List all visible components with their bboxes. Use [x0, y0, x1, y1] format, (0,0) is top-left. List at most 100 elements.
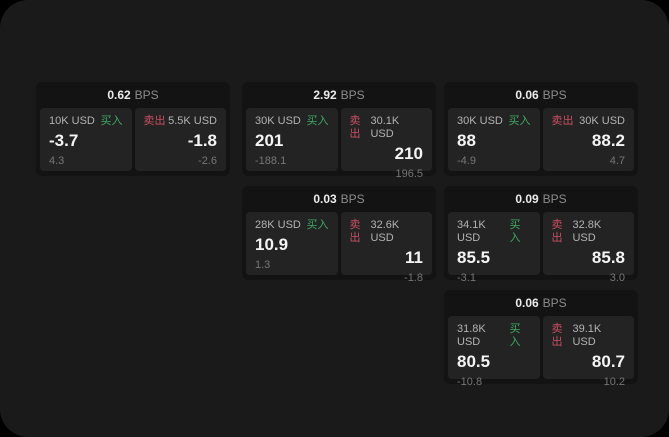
buy-panel-top: 34.1K USD 买入 — [457, 219, 531, 245]
bps-value: 2.92 — [313, 88, 337, 102]
sell-panel-top: 卖出 39.1K USD — [552, 323, 626, 349]
card-header: 0.09 BPS — [444, 186, 638, 212]
bps-unit: BPS — [542, 88, 567, 102]
card-header: 0.06 BPS — [444, 82, 638, 108]
buy-amount: 34.1K USD — [457, 219, 486, 244]
buy-panel[interactable]: 31.8K USD 买入 80.5 -10.8 — [448, 316, 540, 388]
buy-sub-value: 4.3 — [49, 155, 65, 167]
buy-side-label: 买入 — [306, 219, 329, 231]
sell-sub-value: 10.2 — [603, 376, 625, 388]
quote-card-4: 0.03 BPS 28K USD 买入 10.9 1.3 卖出 32.6K US… — [242, 186, 436, 284]
sell-side-label: 卖出 — [349, 219, 361, 244]
buy-sub-value: -188.1 — [255, 155, 287, 167]
buy-sub-value: 1.3 — [255, 259, 271, 271]
bps-value: 0.06 — [515, 88, 539, 102]
buy-sub-value: -4.9 — [457, 155, 476, 167]
bps-unit: BPS — [340, 192, 365, 206]
card-header: 0.03 BPS — [242, 186, 436, 212]
sell-panel[interactable]: 卖出 39.1K USD 80.7 10.2 — [542, 316, 634, 388]
buy-panel[interactable]: 34.1K USD 买入 85.5 -3.1 — [448, 212, 540, 284]
bps-unit: BPS — [542, 296, 567, 310]
bps-value: 0.09 — [515, 192, 539, 206]
sell-sub-value: -2.6 — [198, 155, 217, 167]
buy-panel[interactable]: 30K USD 买入 201 -188.1 — [246, 108, 338, 171]
card-body: 31.8K USD 买入 80.5 -10.8 卖出 39.1K USD 80.… — [444, 316, 638, 388]
sell-side-label: 卖出 — [143, 115, 166, 127]
buy-amount: 10K USD — [49, 115, 95, 127]
sell-amount: 39.1K USD — [572, 323, 602, 348]
sell-amount: 32.6K USD — [370, 219, 400, 244]
sell-amount: 32.8K USD — [572, 219, 602, 244]
buy-amount: 30K USD — [255, 115, 301, 127]
buy-side-label: 买入 — [508, 115, 531, 127]
buy-price: 10.9 — [255, 235, 289, 254]
sell-sub-value: -1.8 — [404, 272, 423, 284]
card-header: 0.62 BPS — [36, 82, 230, 108]
buy-panel-top: 30K USD 买入 — [255, 115, 329, 128]
buy-price: 201 — [255, 131, 284, 150]
sell-panel[interactable]: 卖出 30.1K USD 210 196.5 — [340, 108, 432, 180]
quote-card-1: 0.62 BPS 10K USD 买入 -3.7 4.3 卖出 5.5K USD… — [36, 82, 230, 176]
buy-sub-value: -10.8 — [457, 376, 483, 388]
buy-price: 80.5 — [457, 352, 491, 371]
bps-unit: BPS — [340, 88, 365, 102]
sell-price: 80.7 — [591, 352, 625, 371]
sell-panel[interactable]: 卖出 32.6K USD 11 -1.8 — [340, 212, 432, 284]
card-header: 0.06 BPS — [444, 290, 638, 316]
sell-side-label: 卖出 — [551, 323, 563, 348]
quote-card-2: 2.92 BPS 30K USD 买入 201 -188.1 卖出 30.1K … — [242, 82, 436, 180]
sell-panel-top: 卖出 30.1K USD — [350, 115, 424, 141]
buy-price: 88 — [457, 131, 476, 150]
quote-card-5: 0.09 BPS 34.1K USD 买入 85.5 -3.1 卖出 32.8K… — [444, 186, 638, 284]
buy-amount: 31.8K USD — [457, 323, 486, 348]
buy-price: 85.5 — [457, 248, 491, 267]
card-body: 30K USD 买入 201 -188.1 卖出 30.1K USD 210 1… — [242, 108, 436, 180]
bps-value: 0.62 — [107, 88, 131, 102]
buy-panel[interactable]: 28K USD 买入 10.9 1.3 — [246, 212, 338, 275]
buy-sub-value: -3.1 — [457, 272, 476, 284]
buy-panel-top: 10K USD 买入 — [49, 115, 123, 128]
sell-amount: 30.1K USD — [370, 115, 400, 140]
sell-side-label: 卖出 — [349, 115, 361, 140]
bps-unit: BPS — [542, 192, 567, 206]
buy-price: -3.7 — [49, 131, 79, 150]
buy-panel[interactable]: 30K USD 买入 88 -4.9 — [448, 108, 540, 171]
card-body: 28K USD 买入 10.9 1.3 卖出 32.6K USD 11 -1.8 — [242, 212, 436, 284]
sell-side-label: 卖出 — [551, 115, 574, 127]
quote-card-3: 0.06 BPS 30K USD 买入 88 -4.9 卖出 30K USD 8… — [444, 82, 638, 176]
bps-value: 0.06 — [515, 296, 539, 310]
card-body: 10K USD 买入 -3.7 4.3 卖出 5.5K USD -1.8 -2.… — [36, 108, 230, 175]
buy-side-label: 买入 — [306, 115, 329, 127]
bps-unit: BPS — [134, 88, 159, 102]
bps-value: 0.03 — [313, 192, 337, 206]
sell-panel[interactable]: 卖出 32.8K USD 85.8 3.0 — [542, 212, 634, 284]
buy-panel-top: 30K USD 买入 — [457, 115, 531, 128]
buy-amount: 28K USD — [255, 219, 301, 231]
buy-panel-top: 28K USD 买入 — [255, 219, 329, 232]
sell-panel[interactable]: 卖出 5.5K USD -1.8 -2.6 — [134, 108, 226, 171]
quote-card-6: 0.06 BPS 31.8K USD 买入 80.5 -10.8 卖出 39.1… — [444, 290, 638, 388]
card-body: 30K USD 买入 88 -4.9 卖出 30K USD 88.2 4.7 — [444, 108, 638, 175]
card-header: 2.92 BPS — [242, 82, 436, 108]
sell-panel-top: 卖出 5.5K USD — [144, 115, 218, 128]
sell-side-label: 卖出 — [551, 219, 563, 244]
sell-panel-top: 卖出 30K USD — [552, 115, 626, 128]
sell-amount: 30K USD — [579, 115, 625, 127]
sell-amount: 5.5K USD — [168, 115, 217, 127]
sell-panel[interactable]: 卖出 30K USD 88.2 4.7 — [542, 108, 634, 171]
card-body: 34.1K USD 买入 85.5 -3.1 卖出 32.8K USD 85.8… — [444, 212, 638, 284]
buy-panel[interactable]: 10K USD 买入 -3.7 4.3 — [40, 108, 132, 171]
buy-side-label: 买入 — [509, 219, 521, 244]
sell-price: 210 — [394, 144, 423, 163]
buy-side-label: 买入 — [509, 323, 521, 348]
sell-sub-value: 196.5 — [395, 168, 423, 180]
sell-sub-value: 4.7 — [609, 155, 625, 167]
sell-price: 85.8 — [591, 248, 625, 267]
sell-panel-top: 卖出 32.6K USD — [350, 219, 424, 245]
buy-amount: 30K USD — [457, 115, 503, 127]
buy-side-label: 买入 — [100, 115, 123, 127]
buy-panel-top: 31.8K USD 买入 — [457, 323, 531, 349]
sell-price: 11 — [405, 248, 423, 267]
sell-price: 88.2 — [591, 131, 625, 150]
